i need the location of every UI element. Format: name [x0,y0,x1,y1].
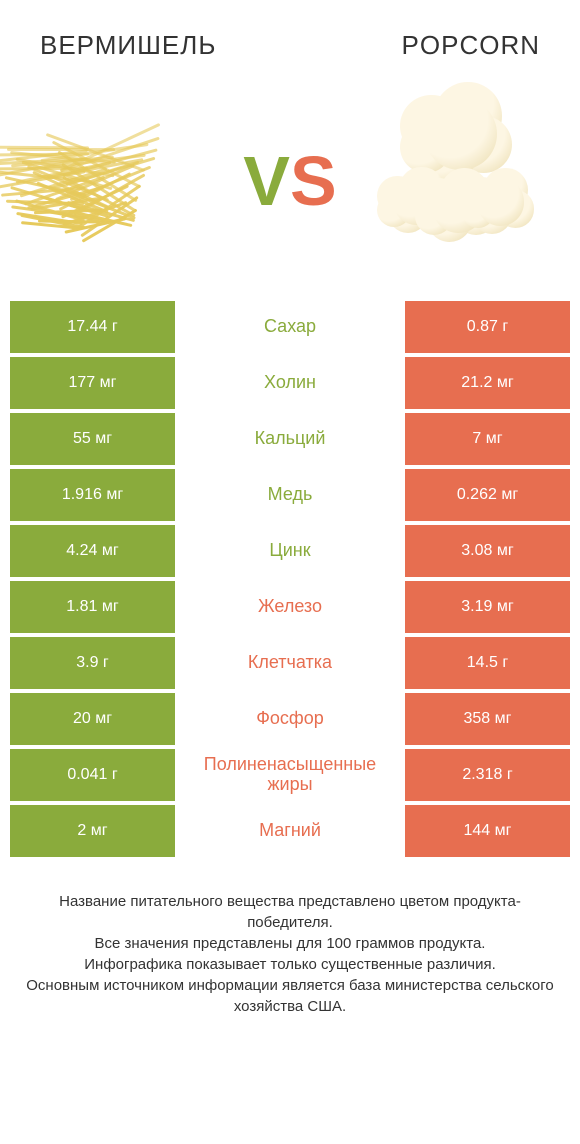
cell-right-value: 3.08 мг [405,525,570,577]
table-row: 4.24 мгЦинк3.08 мг [10,525,570,577]
footer-line: Название питательного вещества представл… [20,891,560,933]
table-row: 1.916 мгМедь0.262 мг [10,469,570,521]
table-row: 17.44 гСахар0.87 г [10,301,570,353]
cell-nutrient-label: Медь [175,469,405,521]
vs-letter-s: S [290,141,337,221]
popcorn-image [380,106,550,256]
cell-right-value: 0.262 мг [405,469,570,521]
cell-nutrient-label: Магний [175,805,405,857]
table-row: 177 мгХолин21.2 мг [10,357,570,409]
table-row: 1.81 мгЖелезо3.19 мг [10,581,570,633]
cell-right-value: 358 мг [405,693,570,745]
cell-nutrient-label: Полиненасыщенные жиры [175,749,405,801]
cell-nutrient-label: Сахар [175,301,405,353]
table-row: 55 мгКальций7 мг [10,413,570,465]
vs-letter-v: V [243,141,290,221]
cell-left-value: 20 мг [10,693,175,745]
footer-line: Все значения представлены для 100 граммо… [20,933,560,954]
cell-nutrient-label: Кальций [175,413,405,465]
vermicelli-image [30,106,200,256]
cell-left-value: 1.916 мг [10,469,175,521]
title-left: ВЕРМИШЕЛЬ [40,30,216,61]
cell-left-value: 2 мг [10,805,175,857]
cell-left-value: 4.24 мг [10,525,175,577]
title-right: POPCORN [402,30,540,61]
cell-right-value: 0.87 г [405,301,570,353]
hero-row: VS [0,71,580,301]
table-row: 20 мгФосфор358 мг [10,693,570,745]
cell-right-value: 14.5 г [405,637,570,689]
cell-nutrient-label: Цинк [175,525,405,577]
cell-nutrient-label: Холин [175,357,405,409]
footer-line: Инфографика показывает только существенн… [20,954,560,975]
footer-line: Основным источником информации является … [20,975,560,1017]
cell-nutrient-label: Железо [175,581,405,633]
vs-label: VS [243,141,336,221]
cell-nutrient-label: Фосфор [175,693,405,745]
footer-notes: Название питательного вещества представл… [0,861,580,1037]
cell-left-value: 3.9 г [10,637,175,689]
cell-right-value: 3.19 мг [405,581,570,633]
cell-right-value: 2.318 г [405,749,570,801]
cell-left-value: 17.44 г [10,301,175,353]
cell-nutrient-label: Клетчатка [175,637,405,689]
cell-left-value: 0.041 г [10,749,175,801]
cell-right-value: 7 мг [405,413,570,465]
cell-left-value: 1.81 мг [10,581,175,633]
header: ВЕРМИШЕЛЬ POPCORN [0,0,580,71]
table-row: 0.041 гПолиненасыщенные жиры2.318 г [10,749,570,801]
cell-right-value: 21.2 мг [405,357,570,409]
table-row: 3.9 гКлетчатка14.5 г [10,637,570,689]
cell-right-value: 144 мг [405,805,570,857]
table-row: 2 мгМагний144 мг [10,805,570,857]
cell-left-value: 177 мг [10,357,175,409]
comparison-table: 17.44 гСахар0.87 г177 мгХолин21.2 мг55 м… [0,301,580,857]
cell-left-value: 55 мг [10,413,175,465]
